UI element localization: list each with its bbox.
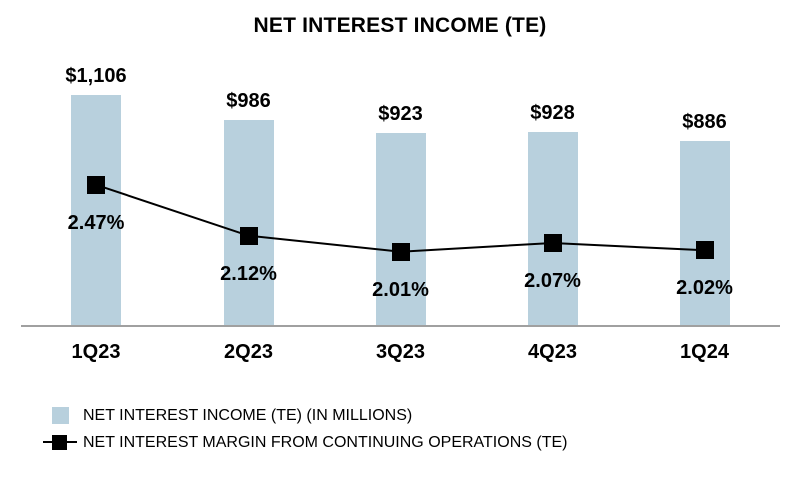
line-marker xyxy=(391,242,410,261)
bar-value-label: $928 xyxy=(530,102,575,124)
legend-item-bar-series: NET INTEREST INCOME (TE) (IN MILLIONS) xyxy=(40,402,567,429)
bar-2q23 xyxy=(223,120,274,326)
line-value-label: 2.12% xyxy=(220,262,277,285)
legend-label-bar-series: NET INTEREST INCOME (TE) (IN MILLIONS) xyxy=(83,406,413,424)
bar-series-swatch-icon xyxy=(40,402,83,429)
bar-3q23 xyxy=(375,133,426,326)
line-series-swatch-icon xyxy=(40,429,83,456)
x-axis-label: 1Q24 xyxy=(680,341,729,363)
line-value-label: 2.07% xyxy=(524,270,581,292)
bar-value-label: $886 xyxy=(682,111,727,133)
legend-item-line-series: NET INTEREST MARGIN FROM CONTINUING OPER… xyxy=(40,429,567,456)
line-value-label: 2.02% xyxy=(676,277,733,300)
x-axis-label: 4Q23 xyxy=(528,341,577,363)
line-marker xyxy=(695,241,714,260)
x-axis-line xyxy=(21,325,780,327)
bar-swatch xyxy=(52,407,69,424)
legend-label-line-series: NET INTEREST MARGIN FROM CONTINUING OPER… xyxy=(83,433,568,451)
bar-value-label: $986 xyxy=(226,90,271,112)
line-value-label: 2.01% xyxy=(372,278,429,301)
chart-title: NET INTEREST INCOME (TE) xyxy=(253,14,547,37)
bar-value-label: $923 xyxy=(378,103,423,125)
line-marker xyxy=(239,226,258,245)
line-marker xyxy=(87,175,105,194)
x-axis-label: 2Q23 xyxy=(224,341,273,363)
x-axis-label: 3Q23 xyxy=(376,341,425,363)
line-marker-square xyxy=(52,435,67,450)
bar-4q23 xyxy=(527,132,578,326)
x-axis-label: 1Q23 xyxy=(71,341,121,363)
line-value-label: 2.47% xyxy=(67,211,125,234)
bar-1q23 xyxy=(71,95,121,326)
bar-1q24 xyxy=(679,141,730,326)
line-marker xyxy=(543,234,562,252)
bar-value-label: $1,106 xyxy=(65,65,127,87)
legend: NET INTEREST INCOME (TE) (IN MILLIONS) N… xyxy=(40,402,567,456)
